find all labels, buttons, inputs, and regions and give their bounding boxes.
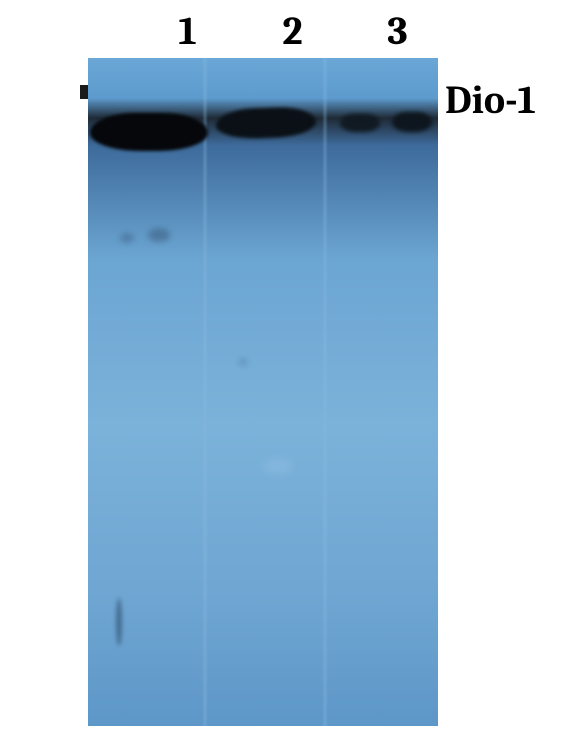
artifact [116, 598, 122, 646]
band-lane-3 [340, 114, 380, 132]
lane-divider [202, 58, 208, 726]
lane-header-2: 2 [240, 8, 345, 54]
artifact [148, 228, 170, 242]
band-lane-2 [216, 106, 316, 139]
lane-header-row: 123 [135, 8, 450, 54]
artifact [238, 358, 248, 366]
blot-membrane [88, 58, 438, 726]
band-lane-3 [392, 112, 432, 132]
artifact [120, 233, 134, 243]
mw-tick [80, 85, 88, 99]
artifact [263, 458, 293, 474]
lane-header-3: 3 [345, 8, 450, 54]
antibody-label: Dio-1 [445, 77, 536, 123]
lane-divider [322, 58, 328, 726]
western-blot-figure: 123 24518013510075 Dio-1 [0, 0, 562, 742]
band-lane-1 [90, 113, 208, 151]
lane-header-1: 1 [135, 8, 240, 54]
